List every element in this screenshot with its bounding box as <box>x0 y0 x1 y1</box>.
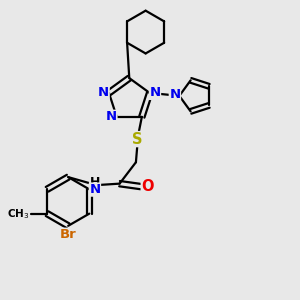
Text: N: N <box>98 86 109 99</box>
Text: N: N <box>169 88 180 101</box>
Text: N: N <box>89 183 100 196</box>
Text: Br: Br <box>60 228 76 241</box>
Text: S: S <box>132 132 143 147</box>
Text: N: N <box>106 110 117 123</box>
Text: H: H <box>90 176 100 189</box>
Text: N: N <box>149 86 161 99</box>
Text: CH$_3$: CH$_3$ <box>7 207 29 220</box>
Text: O: O <box>141 179 154 194</box>
